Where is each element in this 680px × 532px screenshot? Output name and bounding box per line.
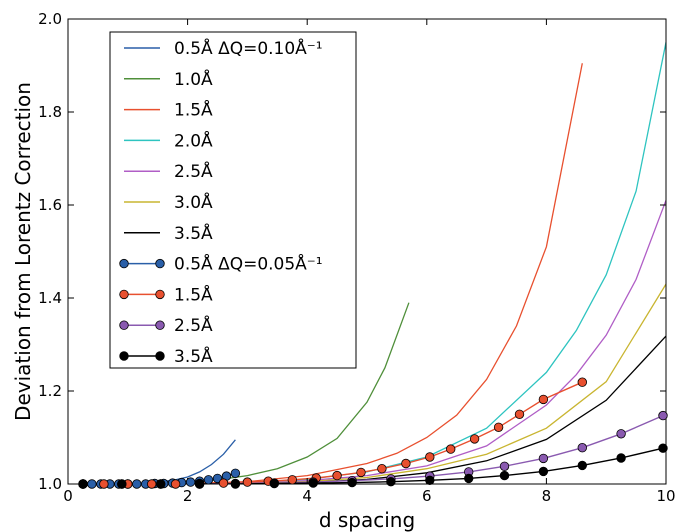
series-line-9 — [83, 414, 664, 484]
series-line-8 — [83, 381, 583, 484]
legend-label-8: 1.5Å — [174, 283, 213, 305]
series-8-point — [356, 467, 366, 478]
series-8-point — [218, 478, 229, 488]
legend-label-10: 3.5Å — [174, 345, 213, 367]
series-8-point — [242, 477, 253, 487]
series-10-point — [269, 478, 280, 489]
series-10-point — [386, 477, 396, 487]
series-9-point — [577, 443, 588, 453]
y-tick-label: 1.6 — [38, 196, 62, 214]
legend-marker-8 — [155, 289, 165, 300]
series-10-point — [308, 478, 318, 488]
series-8-point — [577, 377, 588, 387]
series-8-point — [287, 475, 298, 485]
x-tick-label: 4 — [302, 487, 312, 505]
series-10-point — [425, 475, 435, 486]
series-8-point — [401, 458, 411, 469]
series-7-point — [230, 468, 241, 479]
series-8-point — [170, 479, 181, 489]
series-10-point — [117, 479, 127, 489]
series-10-point — [155, 479, 166, 489]
legend-marker-10 — [155, 351, 165, 361]
series-7-point — [203, 475, 214, 485]
y-axis-label: Deviation from Lorentz Correction — [11, 82, 35, 421]
legend-marker-7 — [155, 258, 165, 269]
series-10-point — [78, 479, 88, 489]
y-tick-label: 1.4 — [38, 289, 62, 307]
legend-label-2: 1.5Å — [174, 99, 213, 121]
legend-label-0: 0.5Å ΔQ=0.10Å⁻¹ — [174, 37, 323, 59]
x-tick-label: 2 — [183, 487, 193, 505]
legend-label-4: 2.5Å — [174, 160, 213, 182]
series-8-point — [99, 479, 109, 489]
legend-label-1: 1.0Å — [174, 68, 213, 90]
series-line-10 — [83, 447, 664, 484]
series-8-point — [146, 479, 157, 489]
series-7-point — [185, 477, 196, 487]
legend-marker-8 — [119, 289, 129, 300]
series-8-point — [425, 452, 435, 462]
plot-frame — [67, 18, 667, 485]
series-7-point — [132, 479, 142, 489]
ticks-layer: 0 2 4 6 8 10 1.0 1.2 1.4 1.6 1.8 2.0 — [38, 10, 675, 505]
legend-label-5: 3.0Å — [174, 191, 213, 213]
y-tick-label: 1.2 — [38, 382, 62, 400]
series-8-point — [332, 470, 342, 481]
series-9-point — [538, 453, 549, 464]
series-10-point — [464, 473, 474, 484]
y-tick-label: 1.8 — [38, 103, 62, 121]
legend-label-6: 3.5Å — [174, 222, 213, 244]
series-9-point — [658, 410, 668, 421]
series-10-point — [538, 466, 549, 477]
x-axis-label: d spacing — [319, 508, 415, 532]
series-8-point — [514, 409, 525, 420]
series-7-point — [87, 479, 97, 489]
series-10-point — [616, 453, 626, 463]
legend-marker-9 — [155, 320, 165, 330]
legend-label-9: 2.5Å — [174, 314, 213, 336]
series-10-point — [577, 460, 588, 471]
series-8-point — [538, 394, 549, 405]
legend: 0.5Å ΔQ=0.10Å⁻¹ 1.0Å 1.5Å 2.0Å 2.5Å 3.0Å 3.5Å 0… — [109, 31, 357, 369]
series-10-point — [194, 479, 205, 489]
legend-label-7: 0.5Å ΔQ=0.05Å⁻¹ — [174, 253, 323, 275]
legend-marker-7 — [119, 258, 129, 269]
series-9-point — [616, 429, 626, 439]
x-tick-label: 8 — [542, 487, 552, 505]
series-8-point — [469, 434, 480, 444]
y-tick-label: 1.0 — [38, 475, 62, 493]
y-tick-label: 2.0 — [38, 10, 62, 28]
series-10-point — [347, 477, 357, 488]
x-tick-label: 0 — [63, 487, 73, 505]
legend-box — [109, 31, 357, 369]
series-8-point — [377, 464, 387, 474]
legend-marker-9 — [119, 320, 129, 330]
legend-label-3: 2.0Å — [174, 129, 213, 151]
series-9-point — [499, 461, 510, 472]
x-tick-label: 6 — [422, 487, 432, 505]
series-10-point — [230, 479, 241, 489]
series-10-point — [499, 470, 510, 481]
x-tick-label: 10 — [656, 487, 675, 505]
legend-marker-10 — [119, 351, 129, 361]
series-8-point — [493, 422, 504, 433]
series-10-point — [658, 443, 668, 453]
series-8-point — [446, 444, 456, 454]
